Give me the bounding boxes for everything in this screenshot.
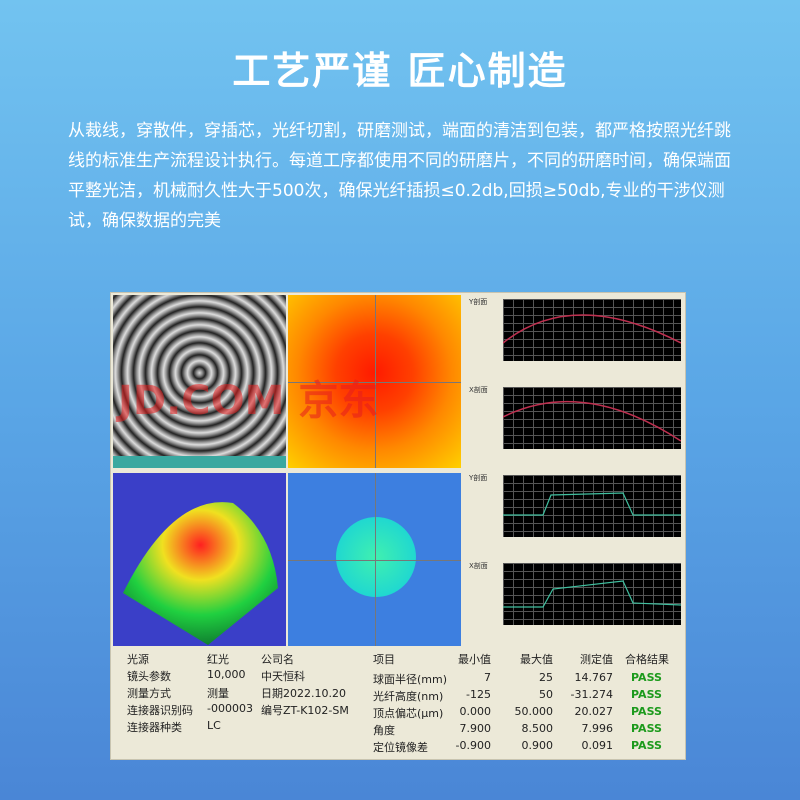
table-cell: 定位镜像差 — [373, 741, 428, 754]
table-cell: 项目 — [373, 653, 395, 666]
table-cell: PASS — [631, 722, 662, 735]
table-cell: 镜头参数 — [127, 670, 171, 683]
table-cell: LC — [207, 719, 221, 732]
table-cell: 公司名 — [261, 653, 294, 666]
table-cell: 最大值 — [520, 653, 553, 666]
table-cell: 0.091 — [581, 739, 614, 752]
table-cell: PASS — [631, 671, 662, 684]
table-cell: 角度 — [373, 724, 395, 737]
table-cell: 光源 — [127, 653, 149, 666]
table-cell: 20.027 — [574, 705, 614, 718]
chart-label: Y剖面 — [469, 298, 488, 306]
jd-watermark-logo: JD.COM 京东 — [118, 378, 379, 424]
table-cell: PASS — [631, 739, 662, 752]
profile-chart: Y剖面 — [463, 471, 685, 557]
interference-fringe-image — [113, 295, 286, 468]
table-cell: 14.767 — [574, 671, 614, 684]
table-cell: 0.900 — [521, 739, 554, 752]
flat-map-image — [288, 473, 461, 646]
table-cell: 最小值 — [458, 653, 491, 666]
table-cell: 日期2022.10.20 — [261, 687, 346, 700]
profile-chart: X剖面 — [463, 383, 685, 469]
table-cell: 测定值 — [580, 653, 613, 666]
table-cell: 10,000 — [207, 668, 246, 681]
3d-surface-image — [113, 473, 286, 646]
table-cell: 25 — [539, 671, 553, 684]
table-cell: 编号ZT-K102-SM — [261, 704, 349, 717]
table-cell: 连接器识别码 — [127, 704, 193, 717]
interferometer-panel: Y剖面 X剖面 Y剖面 X剖面 光源 红光 公司名镜头参数 10,000 中天恒科测量方… — [110, 292, 686, 760]
table-cell: 球面半径(mm) — [373, 673, 448, 686]
table-cell: 中天恒科 — [261, 670, 305, 683]
table-cell: 连接器种类 — [127, 721, 182, 734]
table-cell: -0.900 — [455, 739, 491, 752]
table-cell: 50 — [539, 688, 553, 701]
table-cell: 7 — [484, 671, 491, 684]
table-cell: 7.900 — [459, 722, 492, 735]
profile-chart: Y剖面 — [463, 295, 685, 381]
table-cell: 合格结果 — [625, 653, 669, 666]
table-cell: 8.500 — [521, 722, 554, 735]
chart-label: X剖面 — [469, 386, 488, 394]
description: 从裁线，穿散件，穿插芯，光纤切割，研磨测试，端面的清洁到包装，都严格按照光纤跳线… — [68, 121, 731, 231]
table-cell: 测量方式 — [127, 687, 171, 700]
table-cell: 测量 — [207, 687, 229, 700]
results-table: 光源 红光 公司名镜头参数 10,000 中天恒科测量方式 测量 日期2022.10.20 连… — [111, 649, 687, 759]
table-cell: -31.274 — [570, 688, 613, 701]
chart-label: Y剖面 — [469, 474, 488, 482]
table-cell: 50.000 — [514, 705, 554, 718]
table-cell: -000003 — [207, 702, 253, 715]
table-cell: 顶点偏芯(μm) — [373, 707, 444, 720]
profile-chart: X剖面 — [463, 559, 685, 645]
page-title: 工艺严谨 匠心制造 — [232, 49, 568, 93]
table-cell: PASS — [631, 688, 662, 701]
table-cell: 光纤高度(nm) — [373, 690, 444, 703]
table-cell: -125 — [466, 688, 491, 701]
table-cell: 红光 — [207, 653, 229, 666]
table-cell: 0.000 — [459, 705, 492, 718]
chart-label: X剖面 — [469, 562, 488, 570]
table-cell: 7.996 — [581, 722, 614, 735]
table-cell: PASS — [631, 705, 662, 718]
height-heatmap-image — [288, 295, 461, 468]
